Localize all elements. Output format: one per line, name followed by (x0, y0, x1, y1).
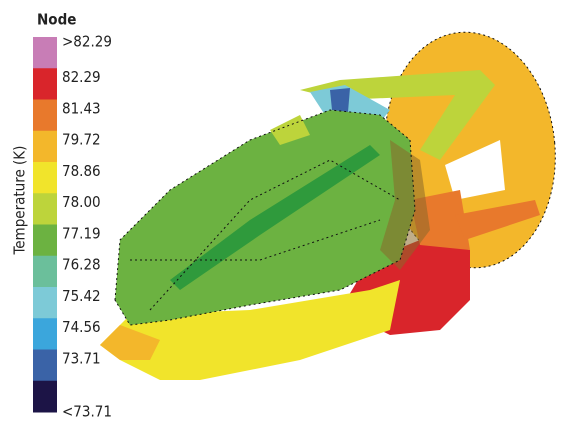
legend-label: 76.28 (62, 256, 101, 274)
legend-label: >82.29 (62, 33, 112, 51)
body-ridge (170, 145, 380, 290)
legend-label: 82.29 (62, 68, 101, 86)
legend-swatch (33, 162, 57, 194)
body-top (270, 115, 310, 145)
base-tip (100, 325, 160, 360)
legend-swatch (33, 68, 57, 100)
legend-label: 75.42 (62, 287, 101, 305)
disk-hole (445, 140, 505, 200)
base (100, 280, 400, 380)
legend-swatch (33, 130, 57, 163)
legend-label: 73.71 (62, 349, 101, 367)
legend-label: 74.56 (62, 318, 101, 336)
legend-swatch (33, 37, 57, 69)
legend-swatch (33, 224, 57, 257)
legend-label: 78.00 (62, 193, 101, 211)
legend-swatch (33, 193, 57, 225)
legend: Node Temperature (K) >82.29 82.29 81.43 79.… (11, 11, 112, 421)
shaft (455, 200, 540, 240)
model (100, 31, 556, 380)
legend-swatch (33, 287, 57, 319)
legend-swatch (33, 99, 57, 132)
legend-axis-label: Temperature (K) (11, 146, 29, 256)
legend-swatch (33, 318, 57, 350)
legend-label: 79.72 (62, 131, 101, 149)
legend-title: Node (37, 11, 76, 29)
legend-swatch (33, 349, 57, 382)
legend-label: 81.43 (62, 99, 101, 117)
rim (380, 140, 430, 270)
legend-label: 78.86 (62, 162, 101, 180)
legend-swatch (33, 380, 57, 413)
legend-label: <73.71 (62, 403, 112, 421)
legend-swatch (33, 255, 57, 288)
arm-cold (330, 88, 350, 112)
legend-label: 77.19 (62, 224, 101, 242)
